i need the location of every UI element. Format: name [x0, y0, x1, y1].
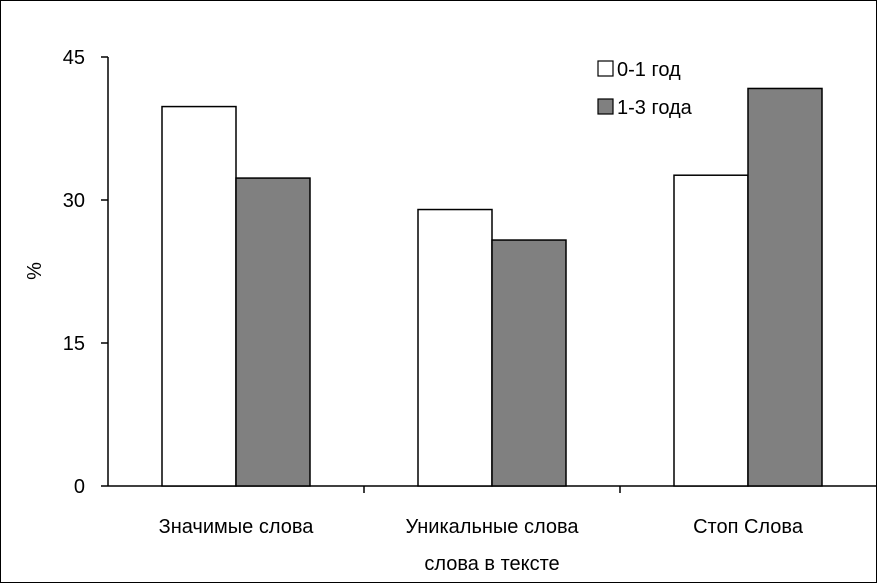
legend-label: 0-1 год	[617, 59, 681, 81]
x-category-label: Стоп Слова	[693, 516, 804, 538]
x-category-label: Значимые слова	[159, 516, 315, 538]
legend: 0-1 год 1-3 года	[597, 59, 693, 119]
legend-label: 1-3 года	[617, 97, 693, 119]
bar-series-2	[235, 177, 311, 487]
y-tick-label: 45	[63, 47, 85, 69]
y-axis-label: %	[24, 262, 46, 280]
y-tick-labels: 0 15 30 45	[63, 47, 85, 498]
bar-series-2	[747, 87, 823, 487]
bar-series-1	[161, 105, 237, 487]
bar-series-2	[491, 239, 567, 487]
x-category-label: слова в тексте	[424, 553, 559, 575]
y-tick-label: 15	[63, 333, 85, 355]
legend-swatch	[597, 98, 614, 115]
x-category-labels: Значимые слова Уникальные слова слова в те…	[159, 516, 804, 575]
legend-swatch	[597, 60, 614, 77]
y-tick-label: 30	[63, 190, 85, 212]
bar-series-1	[673, 174, 749, 487]
x-category-label: Уникальные слова	[405, 516, 579, 538]
bar-series-1	[417, 208, 493, 487]
bars	[161, 87, 823, 487]
y-tick-label: 0	[74, 476, 85, 498]
